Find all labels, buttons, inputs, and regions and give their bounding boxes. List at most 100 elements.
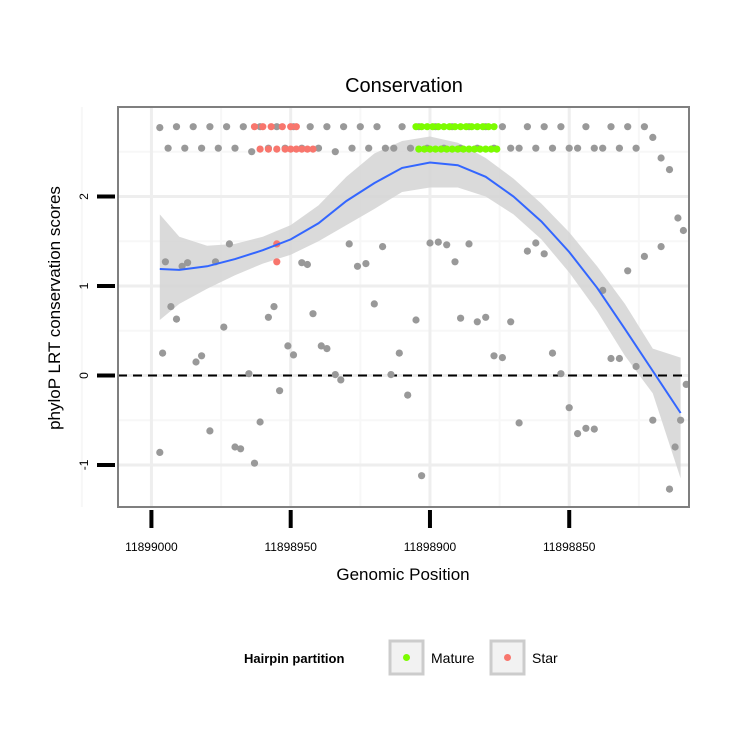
point-other: [649, 133, 657, 141]
point-other: [264, 313, 272, 321]
point-other: [565, 404, 573, 412]
point-star: [303, 145, 311, 153]
point-other: [426, 239, 434, 247]
point-other: [398, 123, 406, 131]
point-other: [624, 123, 632, 131]
point-other: [239, 123, 247, 131]
point-other: [615, 354, 624, 363]
point-other: [515, 419, 523, 427]
legend-mature-label: Mature: [431, 650, 475, 666]
smooth-line: [159, 161, 682, 414]
point-other: [671, 443, 679, 451]
point-other: [515, 144, 523, 152]
point-other: [557, 370, 565, 378]
point-other: [225, 240, 233, 248]
point-mature: [451, 123, 459, 131]
point-other: [317, 342, 325, 350]
point-other: [365, 144, 373, 152]
point-other: [340, 123, 348, 131]
point-mature: [473, 123, 481, 131]
point-other: [406, 144, 415, 152]
point-mature: [448, 145, 456, 153]
point-star: [256, 145, 264, 153]
point-other: [523, 123, 532, 131]
point-mature: [470, 145, 479, 153]
point-other: [189, 123, 197, 131]
point-mature: [484, 123, 493, 131]
point-other: [206, 123, 214, 131]
point-other: [574, 430, 582, 438]
point-mature: [490, 123, 498, 131]
point-mature: [420, 145, 428, 153]
point-other: [337, 376, 345, 384]
point-star: [267, 123, 275, 131]
point-other: [665, 166, 674, 174]
point-other: [557, 123, 565, 131]
point-other: [159, 349, 167, 357]
point-other: [607, 123, 615, 131]
point-other: [348, 144, 356, 152]
point-other: [565, 144, 573, 152]
point-other: [256, 418, 264, 426]
point-other: [451, 258, 459, 266]
point-other: [457, 314, 465, 322]
point-other: [250, 459, 259, 467]
point-other: [298, 259, 306, 267]
point-mature: [434, 123, 442, 131]
point-other: [532, 144, 540, 152]
point-other: [615, 144, 624, 152]
point-star: [278, 123, 286, 131]
chart-title: Conservation: [345, 75, 463, 97]
point-other: [574, 144, 582, 152]
x-axis-title: Genomic Position: [336, 565, 469, 584]
legend: Hairpin partition Mature Star: [244, 639, 558, 676]
point-other: [284, 342, 292, 350]
x-tick-label: 11898900: [404, 540, 457, 554]
point-other: [270, 303, 278, 311]
point-other: [331, 371, 339, 379]
point-other: [548, 144, 557, 152]
point-other: [156, 124, 164, 132]
point-star: [292, 145, 300, 153]
point-other: [418, 472, 426, 480]
y-tick-label: 0: [77, 372, 91, 379]
point-other: [657, 154, 665, 162]
point-mature: [440, 123, 448, 131]
point-other: [395, 349, 403, 357]
point-other: [507, 318, 515, 326]
point-star: [259, 123, 267, 131]
y-tick-label: 2: [77, 193, 91, 200]
point-other: [356, 123, 364, 131]
point-other: [404, 391, 412, 399]
point-mature: [457, 123, 465, 131]
point-other: [390, 144, 398, 152]
point-star: [273, 145, 281, 153]
point-star: [287, 145, 295, 153]
point-other: [362, 260, 370, 268]
point-other: [532, 239, 540, 247]
point-other: [214, 144, 222, 152]
point-other: [245, 370, 253, 378]
point-mature: [487, 145, 495, 153]
point-other: [309, 310, 317, 318]
point-other: [640, 123, 649, 131]
axes: 11899000 11898950 11898900 11898850 -1 0 1 2: [77, 193, 596, 554]
point-star: [309, 145, 317, 153]
point-other: [323, 345, 331, 353]
point-other: [434, 238, 442, 246]
point-other: [540, 250, 548, 258]
point-other: [192, 358, 200, 366]
point-star: [273, 258, 281, 266]
legend-star-marker: [504, 654, 511, 661]
y-tick-label: 1: [77, 282, 91, 289]
legend-star-label: Star: [532, 650, 558, 666]
point-other: [381, 144, 389, 152]
point-other: [323, 123, 331, 131]
point-other: [607, 354, 615, 363]
point-other: [632, 362, 640, 371]
y-tick-label: -1: [77, 459, 91, 470]
point-other: [231, 443, 239, 451]
point-other: [223, 123, 231, 131]
data-points: [156, 123, 690, 493]
